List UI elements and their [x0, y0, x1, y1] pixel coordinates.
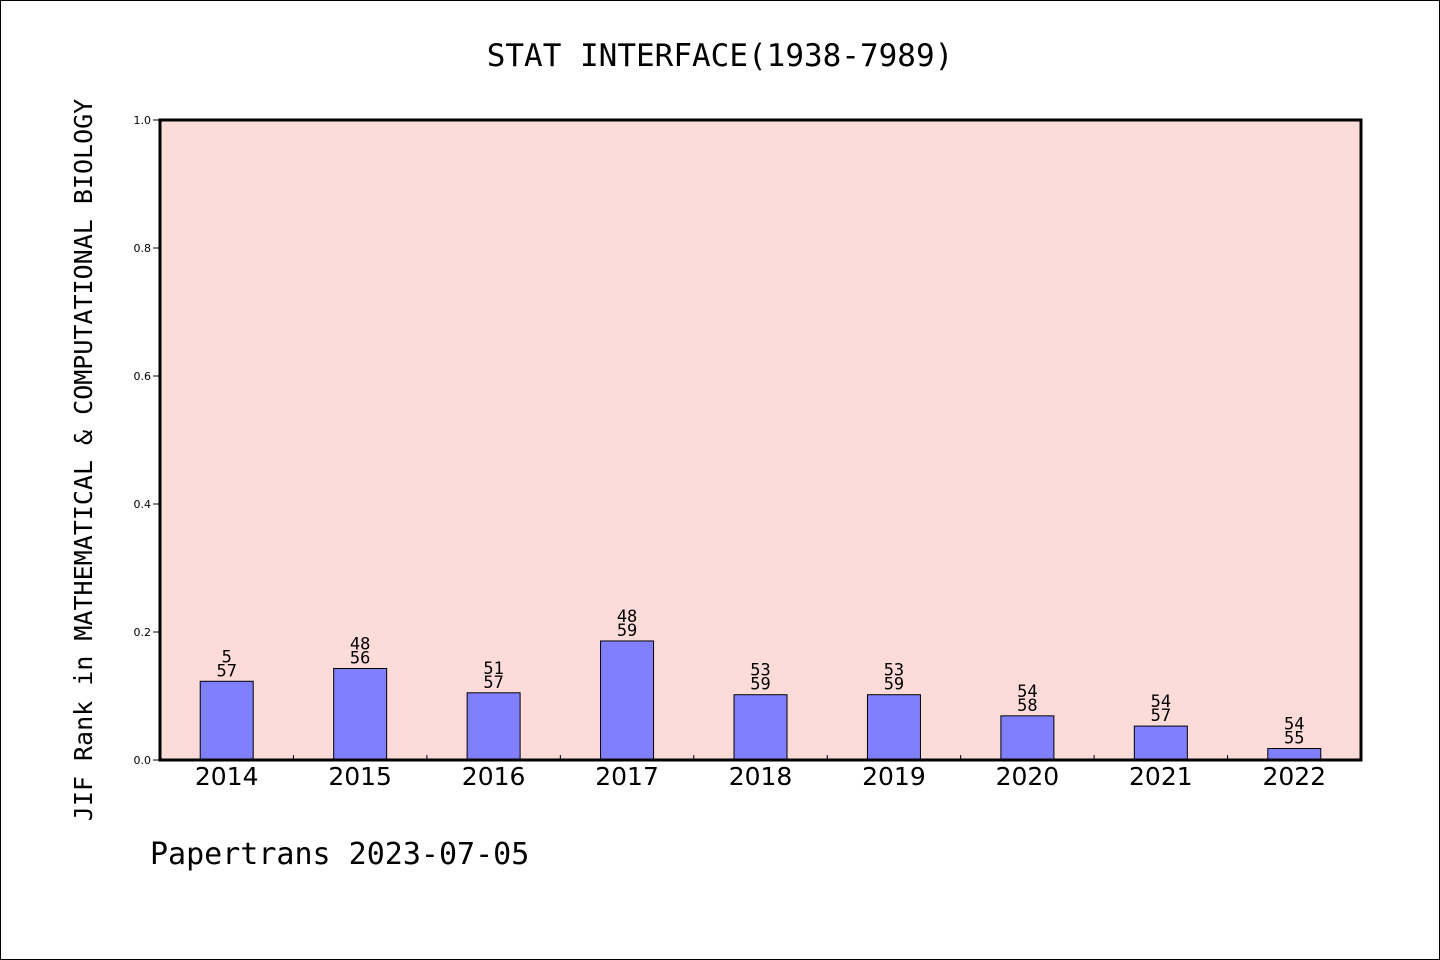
- bar-total-label: 59: [884, 675, 904, 695]
- bar: [333, 667, 388, 761]
- bar: [1267, 747, 1322, 761]
- bar-rank-label: 48: [350, 634, 370, 654]
- chart-title: STAT INTERFACE(1938-7989): [487, 38, 954, 74]
- x-tick-label: 2014: [195, 762, 259, 791]
- x-tick-label: 2021: [1129, 762, 1193, 791]
- x-tick-label: 2019: [862, 762, 926, 791]
- bar-rank-label: 54: [1151, 692, 1171, 712]
- y-tick-label: 0.2: [134, 626, 152, 639]
- x-tick-label: 2016: [462, 762, 526, 791]
- bar-total-label: 59: [617, 621, 637, 641]
- bar-rank-label: 48: [617, 607, 637, 627]
- bar-rank-label: 54: [1017, 682, 1037, 702]
- bar-total-label: 56: [350, 648, 370, 668]
- bars-group: [199, 640, 1322, 761]
- bar-total-label: 58: [1017, 696, 1037, 716]
- bar-total-label: 57: [483, 673, 503, 693]
- bar: [199, 680, 254, 761]
- bar-total-label: 57: [1151, 706, 1171, 726]
- bar-rank-label: 51: [483, 659, 503, 679]
- bar-rank-label: 53: [750, 661, 770, 681]
- x-tick-label: 2018: [729, 762, 793, 791]
- bar: [733, 694, 788, 761]
- bar: [866, 694, 921, 761]
- x-axis: 2014 2015 2016 2017 2018 2019 2020 2021 2022: [195, 755, 1326, 791]
- bar-rank-label: 53: [884, 661, 904, 681]
- bar: [1000, 715, 1055, 761]
- y-tick-label: 0.0: [134, 754, 152, 767]
- bar: [466, 692, 521, 761]
- footer-credit: Papertrans 2023-07-05: [150, 837, 529, 872]
- plot-area: [160, 120, 1361, 760]
- x-tick-label: 2017: [595, 762, 659, 791]
- bar-rank-label: 5: [222, 647, 232, 667]
- y-axis-label: JIF Rank in MATHEMATICAL & COMPUTATIONAL…: [69, 99, 98, 821]
- y-tick-label: 0.6: [134, 370, 152, 383]
- bar-total-label: 55: [1284, 728, 1304, 748]
- bar: [600, 640, 655, 761]
- bar-total-label: 57: [216, 661, 236, 681]
- y-tick-label: 0.4: [134, 498, 152, 511]
- y-axis: 0.0 0.2 0.4 0.6 0.8 1.0: [134, 114, 160, 767]
- bar-rank-label: 54: [1284, 714, 1304, 734]
- y-tick-label: 0.8: [134, 242, 152, 255]
- x-tick-label: 2015: [328, 762, 392, 791]
- bar: [1133, 725, 1188, 761]
- bar-total-label: 59: [750, 675, 770, 695]
- y-tick-label: 1.0: [134, 114, 152, 127]
- x-tick-label: 2022: [1262, 762, 1326, 791]
- plot-border: [158, 118, 1363, 762]
- x-tick-label: 2020: [996, 762, 1060, 791]
